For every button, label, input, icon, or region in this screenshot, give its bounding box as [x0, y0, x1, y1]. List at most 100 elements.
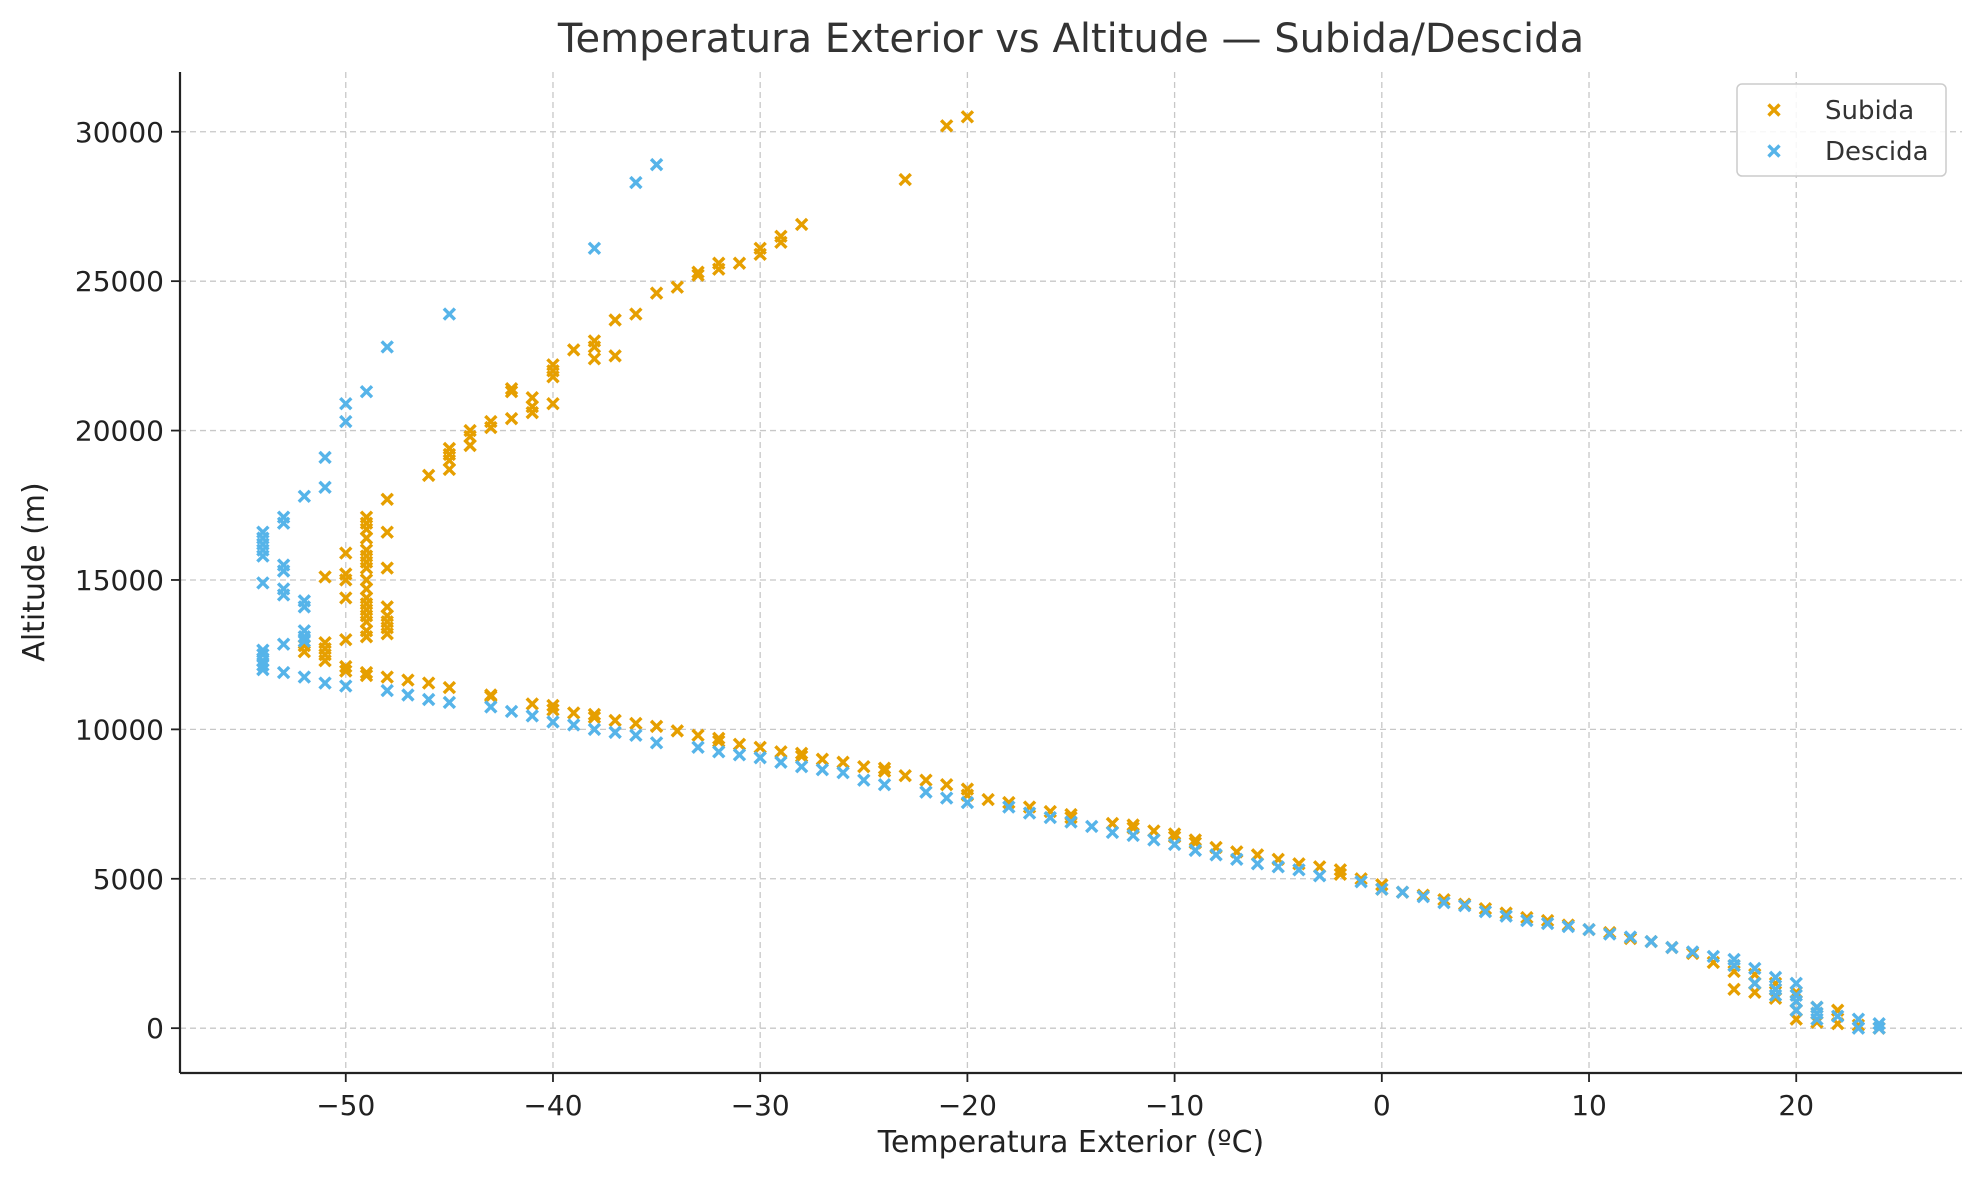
data-point-descida: [276, 510, 291, 524]
data-point-descida: [1748, 961, 1762, 976]
data-point-subida: [421, 468, 436, 483]
legend: Subida Descida: [1736, 83, 1947, 177]
data-point-subida: [587, 707, 602, 722]
data-point-subida: [566, 343, 581, 357]
data-point-subida: [1478, 901, 1493, 916]
y-tick-label: 5000: [93, 863, 164, 896]
data-point-descida: [1768, 970, 1783, 985]
data-point-subida: [401, 673, 415, 687]
data-point-subida: [794, 746, 809, 760]
data-point-subida: [504, 382, 519, 396]
data-point-descida: [1540, 916, 1555, 931]
data-point-subida: [670, 724, 685, 738]
data-point-descida: [1022, 806, 1037, 820]
data-point-descida: [1685, 945, 1700, 959]
data-point-subida: [484, 414, 498, 429]
x-tick-label: −30: [731, 1089, 790, 1122]
data-point-descida: [339, 679, 353, 693]
data-point-subida: [939, 119, 954, 133]
data-point-descida: [1851, 1012, 1866, 1026]
data-point-subida: [898, 172, 912, 187]
data-point-descida: [276, 582, 291, 596]
x-tick-label: −20: [938, 1089, 997, 1122]
data-point-subida: [712, 734, 726, 749]
data-point-descida: [1064, 815, 1078, 829]
data-point-descida: [442, 695, 457, 710]
data-point-descida: [1810, 1000, 1824, 1014]
x-tick-label: −40: [523, 1089, 582, 1122]
legend-label-descida: Descida: [1825, 137, 1929, 167]
data-point-descida: [566, 718, 581, 732]
data-point-subida: [546, 703, 560, 717]
data-point-subida: [794, 217, 809, 232]
data-point-descida: [339, 396, 353, 411]
data-point-subida: [546, 698, 560, 713]
data-point-subida: [712, 256, 726, 270]
data-point-descida: [1250, 857, 1265, 871]
chart-title: Temperatura Exterior vs Altitude — Subid…: [557, 16, 1584, 62]
legend-marker-descida: [1767, 144, 1781, 158]
data-point-subida: [546, 358, 560, 372]
legend-item-subida: Subida: [1767, 96, 1914, 126]
data-point-descida: [1499, 909, 1513, 923]
legend-marker-subida: [1767, 103, 1781, 117]
data-point-subida: [318, 636, 332, 650]
data-point-subida: [691, 728, 705, 743]
data-point-subida: [608, 313, 622, 327]
data-point-descida: [276, 665, 291, 680]
data-point-descida: [256, 658, 270, 672]
data-point-descida: [1209, 848, 1223, 862]
data-point-subida: [1354, 872, 1368, 886]
data-point-descida: [1375, 882, 1389, 896]
data-point-descida: [1872, 1021, 1886, 1035]
data-point-subida: [608, 713, 622, 728]
data-point-subida: [359, 668, 374, 683]
data-point-descida: [1354, 875, 1368, 889]
data-point-descida: [442, 307, 457, 321]
data-point-descida: [359, 385, 374, 399]
data-point-descida: [732, 748, 747, 762]
data-point-descida: [318, 450, 332, 465]
y-tick-label: 20000: [75, 415, 164, 448]
data-point-descida: [297, 634, 312, 648]
data-point-descida: [276, 558, 291, 572]
data-point-subida: [629, 716, 643, 731]
data-point-subida: [877, 761, 892, 775]
data-point-descida: [1623, 930, 1638, 944]
data-point-descida: [1872, 1016, 1886, 1031]
data-point-descida: [587, 722, 602, 737]
data-point-descida: [774, 755, 788, 769]
axes: [178, 72, 1962, 1075]
data-point-subida: [380, 670, 394, 684]
data-point-subida: [421, 676, 436, 690]
data-point-descida: [401, 688, 415, 702]
data-point-subida: [815, 752, 830, 766]
data-point-descida: [1292, 863, 1306, 877]
data-point-descida: [649, 736, 664, 750]
data-point-subida: [1002, 795, 1016, 810]
data-point-subida: [1520, 910, 1534, 925]
tick-marks: −50 −40 −30 −20 −10 0 10 20 0 5000 10000 15000 20000…: [75, 116, 1814, 1122]
data-point-subida: [877, 764, 892, 778]
data-point-subida: [339, 591, 353, 605]
data-point-descida: [546, 715, 560, 729]
data-point-subida: [608, 349, 622, 363]
y-axis-label: Altitude (m): [17, 482, 52, 661]
data-point-descida: [1271, 860, 1285, 874]
y-tick-label: 15000: [75, 564, 164, 597]
data-point-descida: [1789, 988, 1803, 1003]
data-point-descida: [1416, 890, 1430, 904]
data-point-descida: [504, 704, 519, 719]
data-point-subida: [732, 256, 747, 270]
data-point-subida: [546, 396, 560, 411]
data-point-descida: [857, 773, 871, 787]
data-point-descida: [1002, 800, 1016, 814]
data-point-descida: [753, 751, 767, 765]
data-point-descida: [794, 760, 809, 774]
data-point-descida: [1789, 976, 1803, 991]
data-point-descida: [815, 763, 830, 777]
data-point-subida: [566, 706, 581, 720]
data-point-subida: [919, 773, 933, 787]
data-point-subida: [712, 731, 726, 746]
y-tick-label: 25000: [75, 265, 164, 298]
